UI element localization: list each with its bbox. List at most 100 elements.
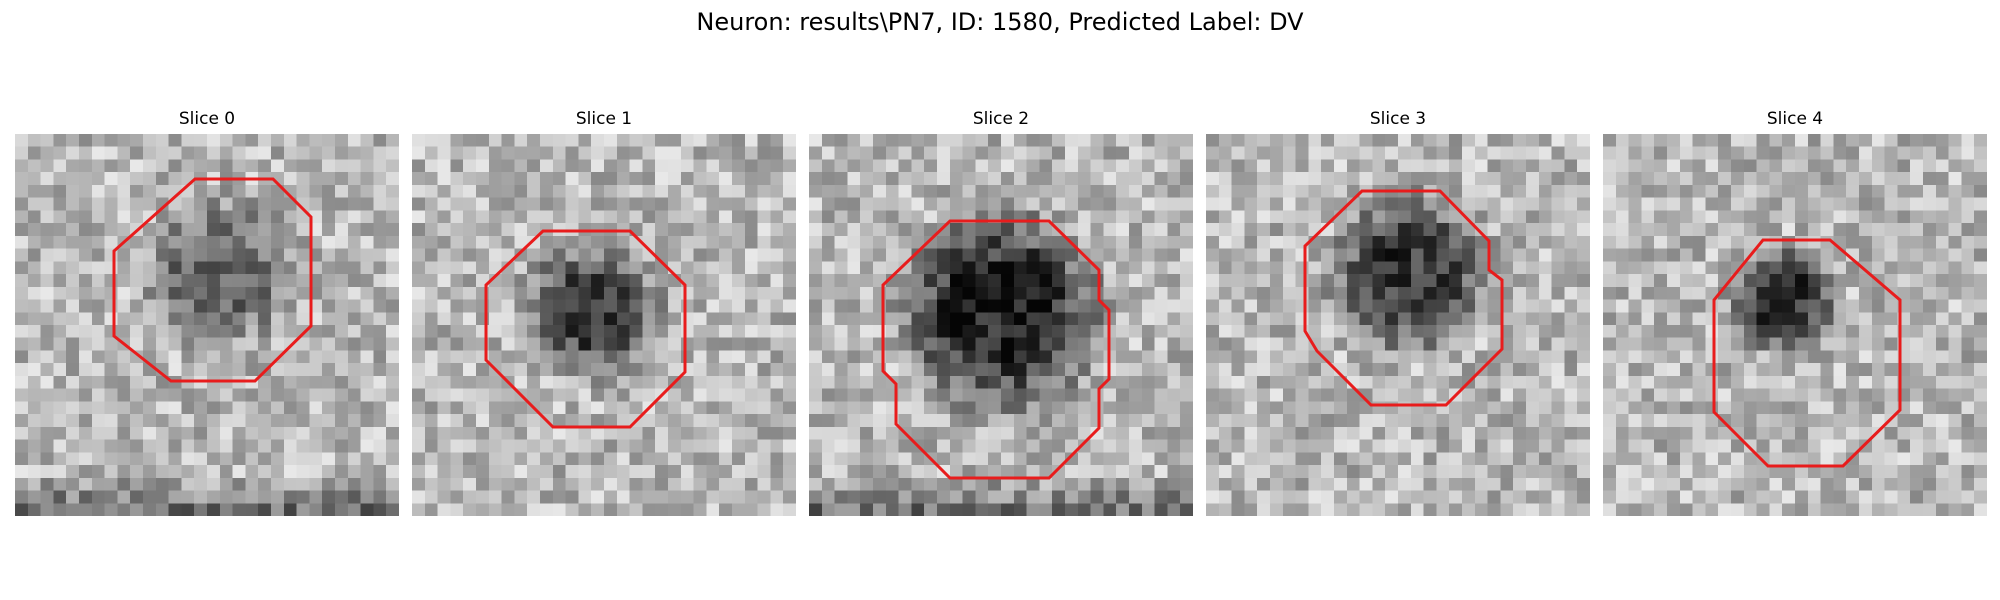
image-pixel [1884, 159, 1898, 173]
image-pixel [1436, 503, 1450, 516]
image-pixel [1974, 312, 1987, 326]
image-pixel [219, 477, 234, 492]
image-pixel [258, 286, 272, 301]
image-pixel [591, 452, 605, 466]
image-pixel [412, 274, 426, 288]
image-pixel [424, 375, 439, 390]
image-pixel [130, 452, 144, 466]
image-pixel [1462, 452, 1476, 466]
image-pixel [245, 477, 259, 492]
image-pixel [1321, 477, 1335, 492]
image-pixel [1436, 197, 1450, 211]
image-pixel [693, 477, 707, 492]
image-pixel [15, 197, 29, 211]
image-pixel [143, 134, 157, 148]
image-pixel [1897, 184, 1911, 199]
image-pixel [937, 325, 951, 339]
image-pixel [949, 261, 964, 275]
image-pixel [1846, 465, 1860, 479]
image-pixel [642, 465, 656, 479]
image-pixel [1065, 426, 1079, 441]
image-pixel [629, 337, 643, 352]
image-pixel [386, 274, 399, 288]
image-pixel [1116, 426, 1130, 441]
image-pixel [1731, 401, 1745, 415]
image-pixel [642, 426, 656, 441]
image-pixel [1769, 375, 1783, 390]
image-pixel [1001, 325, 1015, 339]
image-pixel [1628, 388, 1642, 402]
image-pixel [1052, 363, 1066, 377]
image-pixel [168, 325, 182, 339]
image-pixel [642, 299, 656, 313]
image-pixel [1769, 248, 1783, 262]
image-pixel [1282, 439, 1297, 453]
image-pixel [629, 312, 643, 326]
image-pixel [744, 465, 759, 479]
image-pixel [1423, 235, 1437, 250]
image-pixel [181, 490, 195, 504]
image-pixel [578, 299, 592, 313]
image-pixel [1692, 414, 1706, 428]
image-pixel [1564, 223, 1578, 237]
image-pixel [1410, 503, 1425, 516]
image-pixel [450, 490, 464, 504]
image-pixel [1052, 490, 1066, 504]
image-pixel [79, 274, 93, 288]
image-pixel [1410, 248, 1425, 262]
image-pixel [783, 363, 796, 377]
image-pixel [1564, 375, 1578, 390]
image-pixel [988, 325, 1002, 339]
image-pixel [1667, 312, 1681, 326]
image-pixel [1884, 452, 1898, 466]
image-pixel [424, 388, 439, 402]
image-pixel [373, 388, 387, 402]
image-pixel [1500, 452, 1514, 466]
image-pixel [1487, 363, 1501, 377]
image-pixel [1065, 261, 1079, 275]
image-pixel [591, 134, 605, 148]
image-pixel [322, 172, 336, 186]
image-pixel [616, 184, 631, 199]
image-pixel [693, 439, 707, 453]
image-pixel [335, 414, 349, 428]
image-pixel [347, 197, 362, 211]
image-pixel [988, 172, 1002, 186]
image-pixel [834, 363, 848, 377]
image-pixel [1103, 388, 1117, 402]
image-pixel [1065, 363, 1079, 377]
image-pixel [1231, 375, 1245, 390]
image-pixel [476, 477, 490, 492]
image-pixel [232, 375, 246, 390]
image-pixel [514, 197, 528, 211]
image-pixel [668, 363, 682, 377]
image-pixel [1077, 452, 1092, 466]
image-pixel [1359, 286, 1373, 301]
image-pixel [1013, 223, 1028, 237]
image-pixel [1628, 223, 1642, 237]
image-pixel [66, 439, 80, 453]
image-pixel [885, 465, 900, 479]
image-pixel [168, 375, 182, 390]
image-pixel [1615, 452, 1630, 466]
image-pixel [821, 426, 836, 441]
image-pixel [1410, 452, 1425, 466]
image-pixel [1270, 312, 1284, 326]
image-pixel [1948, 134, 1962, 148]
image-pixel [1564, 477, 1578, 492]
image-pixel [911, 146, 925, 161]
image-pixel [1910, 286, 1924, 301]
image-pixel [937, 261, 951, 275]
image-pixel [412, 350, 426, 364]
image-pixel [1436, 477, 1450, 492]
image-pixel [360, 452, 374, 466]
image-pixel [1820, 401, 1834, 415]
image-pixel [527, 210, 541, 224]
image-pixel [1641, 350, 1655, 364]
image-pixel [911, 388, 925, 402]
image-pixel [1423, 134, 1437, 148]
image-pixel [1731, 414, 1745, 428]
image-pixel [706, 248, 720, 262]
image-pixel [1116, 375, 1130, 390]
neuron-contour [112, 177, 313, 383]
